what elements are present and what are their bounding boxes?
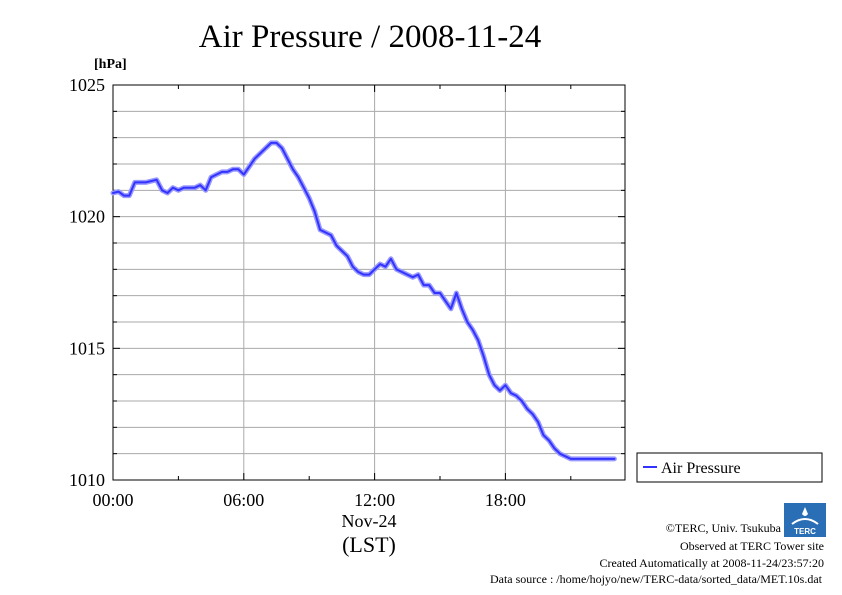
logo-text: TERC — [794, 527, 816, 536]
legend-label: Air Pressure — [661, 460, 741, 477]
series-layer — [110, 140, 617, 462]
copyright-text: ©TERC, Univ. Tsukuba — [666, 521, 782, 535]
y-tick-label: 1020 — [69, 207, 105, 227]
axis-tick-labels: 1010 1015 1020 1025 00:00 06:00 12:00 18:00 — [69, 75, 526, 510]
y-tick-label: 1025 — [69, 75, 105, 95]
legend-box — [636, 452, 823, 483]
plot-area-frame — [112, 84, 626, 481]
data-source-text: Data source : /home/hojyo/new/TERC-data/… — [490, 572, 823, 586]
legend: Air Pressure — [636, 452, 823, 483]
chart-title: Air Pressure / 2008-11-24 — [199, 19, 541, 55]
y-axis-unit-label: [hPa] — [94, 57, 127, 72]
terc-logo: TERC — [784, 503, 826, 537]
x-tick-label: 00:00 — [92, 490, 133, 510]
site-text: Observed at TERC Tower site — [680, 539, 824, 553]
x-tick-label: 12:00 — [354, 490, 395, 510]
created-text: Created Automatically at 2008-11-24/23:5… — [599, 556, 824, 570]
grid-lines — [113, 85, 625, 480]
x-tick-label: 06:00 — [223, 490, 264, 510]
series-line-air-pressure — [112, 141, 616, 460]
x-axis-date-label: Nov-24 — [342, 511, 397, 531]
x-tick-label: 18:00 — [485, 490, 526, 510]
x-axis-label: (LST) — [342, 532, 396, 557]
axis-ticks — [112, 84, 625, 481]
y-tick-label: 1010 — [69, 470, 105, 490]
y-tick-label: 1015 — [69, 338, 105, 358]
